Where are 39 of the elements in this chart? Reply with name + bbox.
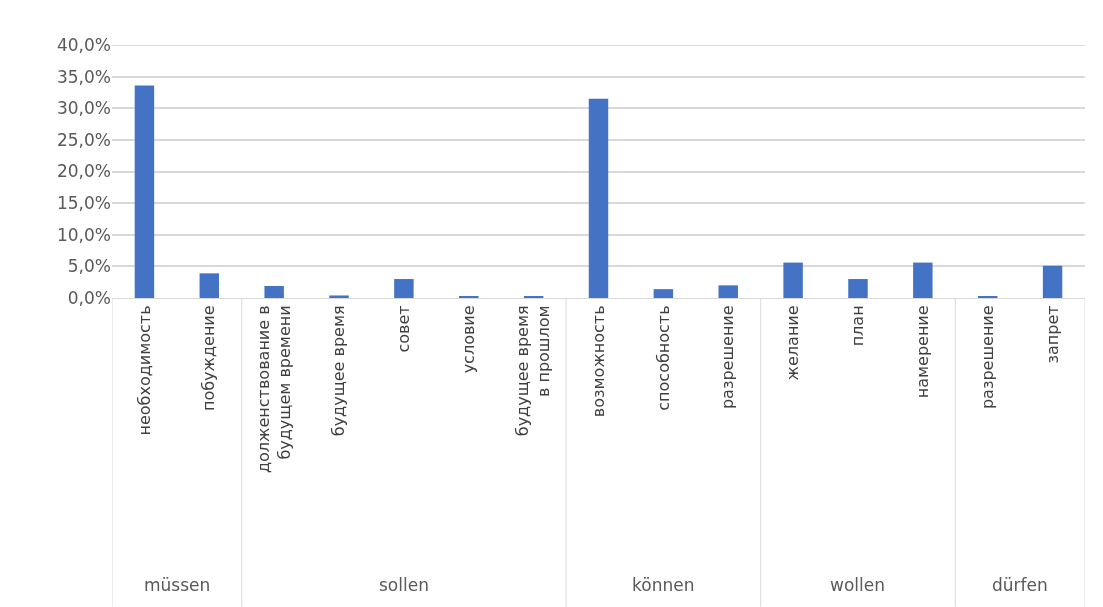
bar [264,285,284,298]
x-tick-label: способность [653,305,673,411]
bar [653,289,674,298]
bar [329,295,349,298]
bar [394,279,414,298]
bar [1042,265,1063,298]
x-tick-label: намерение [913,305,933,399]
text: müssen [144,575,211,595]
y-tick-label: 15,0% [56,193,111,214]
x-tick-label: разрешение [718,305,738,410]
y-tick-label: 0,0% [67,287,111,308]
x-tick-label: совет [394,305,414,353]
bar [848,279,868,298]
bar [718,285,738,298]
bar [783,262,803,298]
text: sollen [379,575,429,595]
text: dürfen [992,575,1048,595]
y-tick-label: 5,0% [67,256,111,277]
bar [588,98,609,298]
x-tick-label: план [848,305,868,347]
x-tick-label: необходимость [134,305,154,436]
x-tick-label: возможность [588,305,608,418]
text: können [632,575,695,595]
x-tick-label: будущее время [329,305,349,437]
y-tick-label: 40,0% [56,34,111,55]
x-tick-label: побуждение [199,305,219,412]
bar [134,85,155,298]
y-tick-label: 10,0% [56,224,111,245]
x-tick-label: разрешение [977,305,997,410]
bar [199,273,220,298]
bar [913,262,933,298]
x-tick-label: условие [458,305,478,374]
y-tick-label: 35,0% [56,66,111,87]
x-tick-label: запрет [1042,305,1062,364]
x-tick-label: желание [783,305,803,381]
y-tick-label: 20,0% [56,161,111,182]
y-tick-label: 30,0% [56,98,111,119]
text: wollen [830,575,885,595]
y-tick-label: 25,0% [56,129,111,150]
